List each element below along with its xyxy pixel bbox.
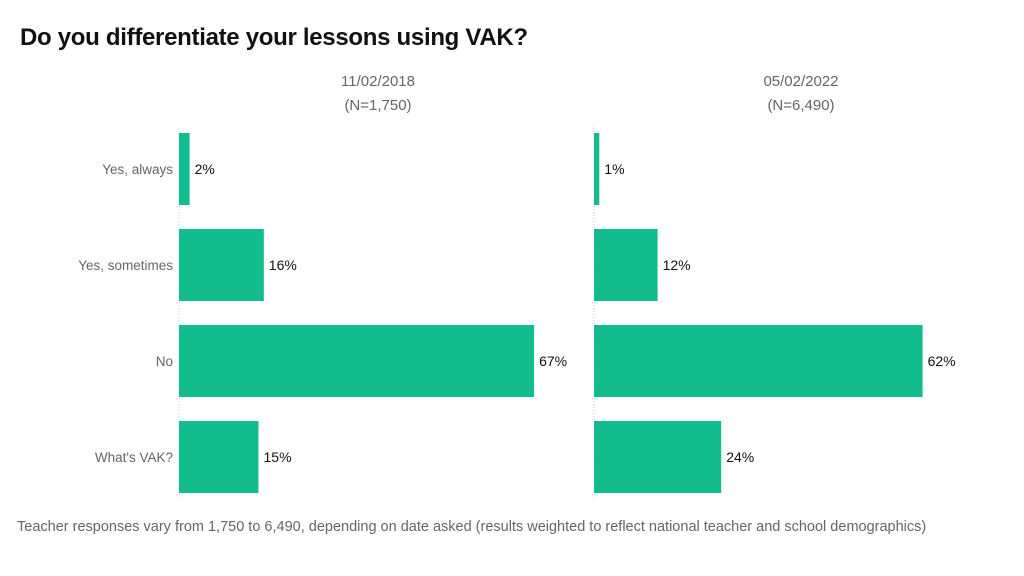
- data-label: 62%: [928, 353, 956, 369]
- panel-n: (N=1,750): [344, 97, 412, 114]
- bar: [179, 229, 264, 301]
- category-label: No: [156, 354, 173, 369]
- bar: [179, 133, 190, 205]
- data-label: 67%: [539, 353, 567, 369]
- data-label: 2%: [195, 161, 215, 177]
- bar: [594, 133, 600, 205]
- footnote: Teacher responses vary from 1,750 to 6,4…: [17, 519, 927, 535]
- panel-date: 05/02/2022: [763, 73, 839, 90]
- panel-header-2022: 05/02/2022 (N=6,490): [701, 70, 901, 118]
- bar: [594, 229, 658, 301]
- bar: [179, 421, 259, 493]
- panel-n: (N=6,490): [767, 97, 835, 114]
- panel-date: 11/02/2018: [341, 73, 415, 90]
- data-label: 12%: [663, 257, 691, 273]
- data-label: 15%: [264, 449, 292, 465]
- data-label: 1%: [604, 161, 624, 177]
- category-label: Yes, always: [102, 162, 173, 177]
- bar: [594, 421, 722, 493]
- category-label: What's VAK?: [95, 450, 173, 465]
- chart-title: Do you differentiate your lessons using …: [20, 24, 528, 51]
- data-label: 24%: [726, 449, 754, 465]
- category-label: Yes, sometimes: [78, 258, 173, 273]
- bar: [594, 325, 923, 397]
- bar: [179, 325, 535, 397]
- data-label: 16%: [269, 257, 297, 273]
- panel-header-2018: 11/02/2018 (N=1,750): [278, 70, 478, 118]
